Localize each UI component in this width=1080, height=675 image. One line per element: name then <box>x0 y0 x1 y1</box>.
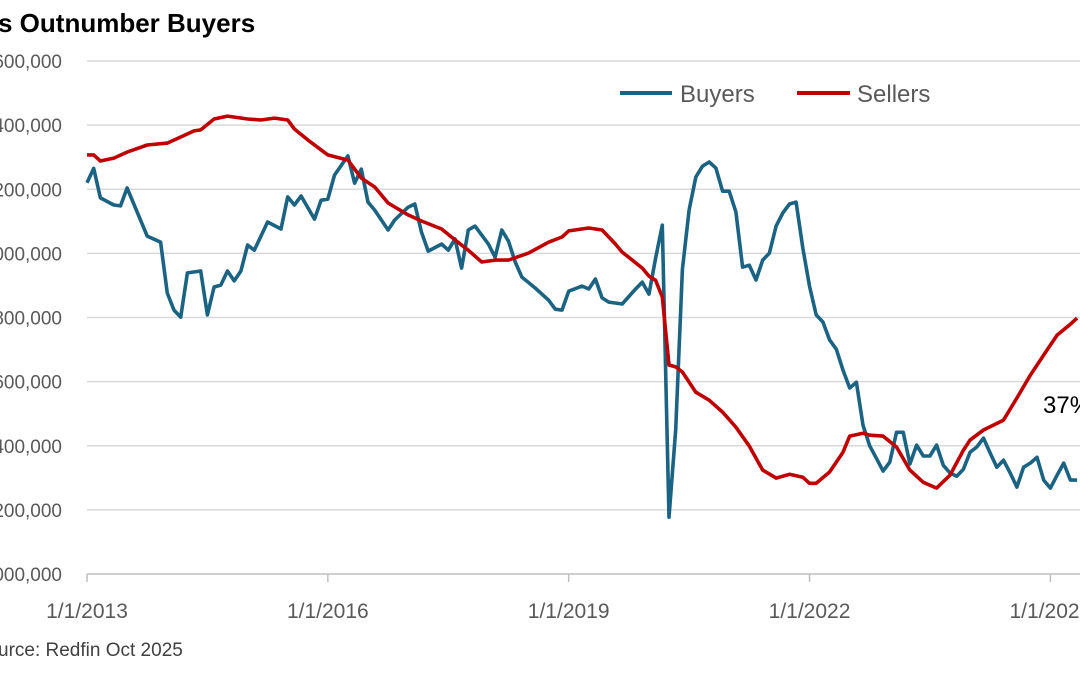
legend-label-buyers: Buyers <box>680 81 755 108</box>
legend-label-sellers: Sellers <box>857 81 930 108</box>
source-note: urce: Redfin Oct 2025 <box>0 640 183 661</box>
y-tick-label: 1,600,000 <box>0 373 62 394</box>
y-tick-label: 1,000,000 <box>0 565 62 586</box>
series-line-buyers <box>85 154 1078 520</box>
y-tick-label: 2,000,000 <box>0 244 62 265</box>
x-tick-label: 1/1/2022 <box>769 600 851 623</box>
gridlines <box>87 60 1080 575</box>
y-axis-ticks: 2,600,000 2,400,000 2,200,000 2,000,000 1,80… <box>0 52 62 586</box>
y-tick-label: 2,400,000 <box>0 116 62 137</box>
chart-title: s Outnumber Buyers <box>0 8 256 38</box>
y-tick-label: 2,600,000 <box>0 52 62 73</box>
y-tick-label: 1,400,000 <box>0 437 62 458</box>
y-tick-label: 1,200,000 <box>0 501 62 522</box>
x-tick-label: 1/1/2019 <box>528 600 610 623</box>
series-line-sellers <box>87 114 1079 490</box>
x-tick-label: 1/1/2013 <box>46 600 128 623</box>
y-tick-label: 1,800,000 <box>0 309 62 330</box>
series-lines <box>85 114 1079 520</box>
x-tick-label: 1/1/2025 <box>1009 600 1080 623</box>
legend: Buyers Sellers <box>620 81 930 108</box>
y-tick-label: 2,200,000 <box>0 180 62 201</box>
x-tick-label: 1/1/2016 <box>287 600 369 623</box>
x-axis-ticks: 1/1/2013 1/1/2016 1/1/2019 1/1/2022 1/1/2025 <box>46 574 1080 623</box>
annotation-gap-percent: 37% <box>1043 392 1080 419</box>
